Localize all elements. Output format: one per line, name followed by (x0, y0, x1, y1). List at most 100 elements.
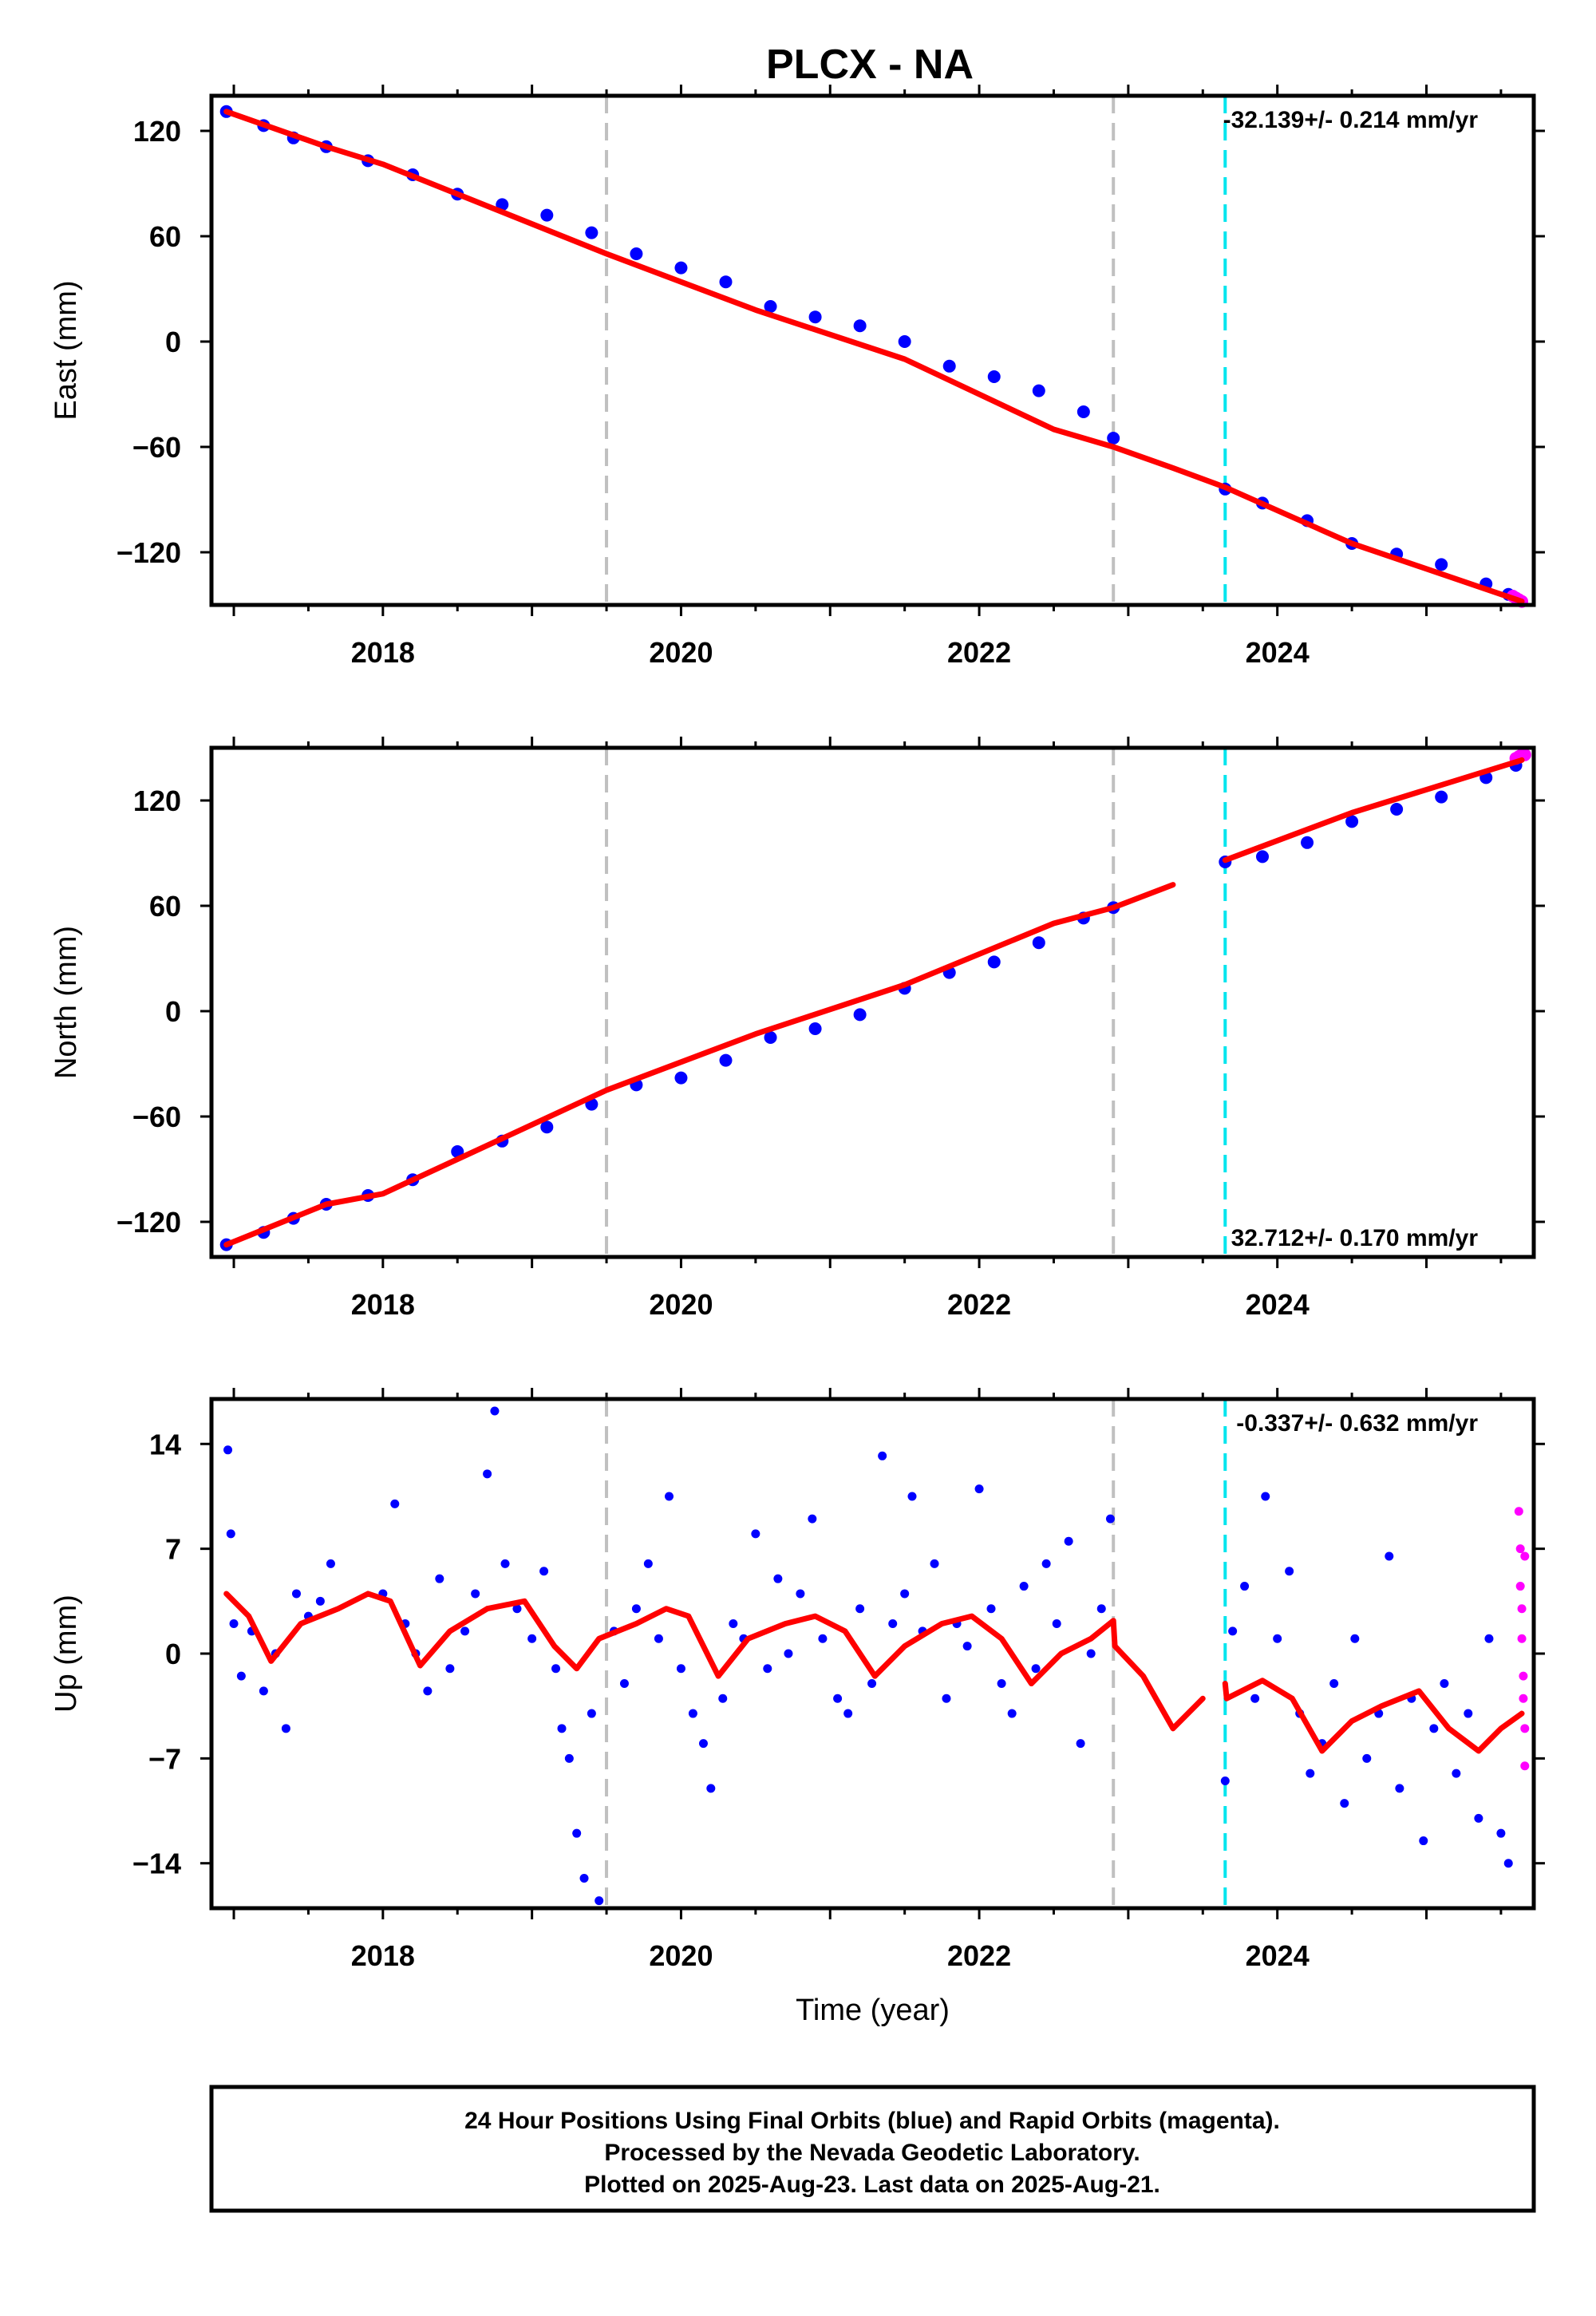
y-axis-label: Up (mm) (49, 1595, 83, 1713)
final-orbit-point (1107, 432, 1120, 445)
final-orbit-point (1285, 1567, 1294, 1576)
x-axis-label: Time (year) (796, 1994, 950, 2027)
final-orbit-point (445, 1664, 455, 1674)
final-orbit-point (557, 1724, 567, 1733)
rapid-orbit-point (1519, 1671, 1528, 1681)
final-orbit-point (423, 1686, 433, 1696)
final-orbit-point (435, 1574, 444, 1583)
final-orbit-point (1250, 1694, 1260, 1703)
final-orbit-point (1484, 1634, 1494, 1643)
final-orbit-point (719, 1053, 733, 1067)
model-curve (1222, 757, 1525, 864)
final-orbit-point (585, 226, 598, 239)
final-orbit-point (867, 1679, 877, 1689)
final-orbit-point (1390, 803, 1404, 816)
footer-line-3: Plotted on 2025-Aug-23. Last data on 202… (584, 2172, 1160, 2198)
final-orbit-point (942, 1694, 951, 1703)
final-orbit-point (1019, 1582, 1029, 1591)
final-orbit-point (974, 1484, 984, 1494)
final-orbit-point (1345, 815, 1359, 828)
model-curve (223, 1591, 1206, 1732)
final-orbit-point (898, 335, 911, 348)
final-orbit-point (718, 1694, 728, 1703)
final-orbit-point (1032, 384, 1045, 397)
final-orbit-point (1076, 1739, 1085, 1749)
final-orbit-point (1440, 1679, 1449, 1689)
final-orbit-point (460, 1626, 470, 1636)
final-orbit-point (698, 1739, 708, 1749)
final-orbit-point (1301, 836, 1314, 849)
x-tick-label: 2020 (649, 1939, 713, 1972)
final-orbit-point (1464, 1709, 1473, 1718)
final-orbit-point (751, 1529, 760, 1539)
final-orbit-point (1429, 1724, 1439, 1733)
final-orbit-point (483, 1469, 492, 1479)
final-orbit-point (986, 1604, 996, 1614)
y-tick-label: 60 (149, 890, 181, 923)
final-orbit-point (1435, 558, 1448, 571)
final-orbit-point (719, 275, 733, 289)
final-orbit-point (326, 1559, 335, 1568)
footer-frame (209, 2085, 1536, 2213)
final-orbit-point (764, 300, 777, 313)
rapid-orbit-point (1519, 1694, 1528, 1703)
final-orbit-point (259, 1686, 268, 1696)
final-orbit-point (1385, 1551, 1394, 1561)
plot-frame (209, 745, 1536, 1259)
final-orbit-point (572, 1828, 582, 1838)
chart-title: PLCX - NA (766, 41, 974, 88)
x-tick-label: 2018 (351, 1288, 415, 1321)
final-orbit-point (527, 1634, 537, 1643)
final-orbit-point (1306, 1769, 1315, 1778)
final-orbit-point (773, 1574, 783, 1583)
final-orbit-point (619, 1679, 629, 1689)
final-orbit-point (688, 1709, 697, 1718)
y-tick-label: 0 (165, 1638, 181, 1670)
north-panel: 2018 2020 2022 2024 120 60 0 −60 −120 North (mm) 3… (49, 737, 1545, 1321)
final-orbit-point (281, 1724, 290, 1733)
footer-box: 24 Hour Positions Using Final Orbits (bl… (209, 2085, 1536, 2213)
final-orbit-point (587, 1709, 596, 1718)
y-tick-label: 14 (149, 1428, 181, 1460)
final-orbit-point (654, 1634, 663, 1643)
x-tick-label: 2024 (1246, 1939, 1310, 1972)
x-tick-label: 2022 (947, 1939, 1011, 1972)
final-orbit-point (1041, 1559, 1051, 1568)
final-orbit-point (315, 1596, 325, 1606)
rapid-orbit-point (1517, 1604, 1527, 1614)
model-curve (1222, 1678, 1525, 1754)
final-orbit-point (808, 1514, 817, 1524)
final-orbit-point (855, 1604, 865, 1614)
y-tick-label: −120 (117, 1206, 181, 1239)
final-orbit-point (987, 370, 1001, 383)
final-orbit-point (1496, 1828, 1506, 1838)
final-orbit-point (808, 310, 822, 324)
east-panel: 2018 2020 2022 2024 120 60 0 −60 −120 East (mm) -3… (49, 85, 1545, 669)
x-tick-label: 2018 (351, 1939, 415, 1972)
final-orbit-point (1007, 1709, 1017, 1718)
final-orbit-point (900, 1589, 910, 1599)
final-orbit-point (1474, 1813, 1483, 1823)
y-tick-label: 0 (165, 326, 181, 358)
final-orbit-point (763, 1664, 772, 1674)
x-tick-label: 2022 (947, 636, 1011, 669)
final-orbit-point (564, 1753, 574, 1763)
final-orbit-point (1273, 1634, 1282, 1643)
x-tick-label: 2022 (947, 1288, 1011, 1321)
y-tick-label: 60 (149, 220, 181, 253)
final-orbit-point (676, 1664, 685, 1674)
final-orbit-point (1256, 850, 1270, 864)
final-orbit-point (818, 1634, 828, 1643)
final-orbit-point (551, 1664, 561, 1674)
plot-frame (209, 1397, 1536, 1911)
model-curve (223, 109, 1525, 605)
final-orbit-point (907, 1492, 917, 1501)
rapid-orbit-point (1520, 1551, 1530, 1561)
final-orbit-point (500, 1559, 510, 1568)
final-orbit-point (226, 1529, 235, 1539)
final-orbit-point (962, 1642, 972, 1651)
y-tick-label: −14 (132, 1848, 181, 1880)
x-tick-label: 2018 (351, 636, 415, 669)
final-orbit-point (471, 1589, 480, 1599)
data-points (223, 1406, 1530, 1906)
